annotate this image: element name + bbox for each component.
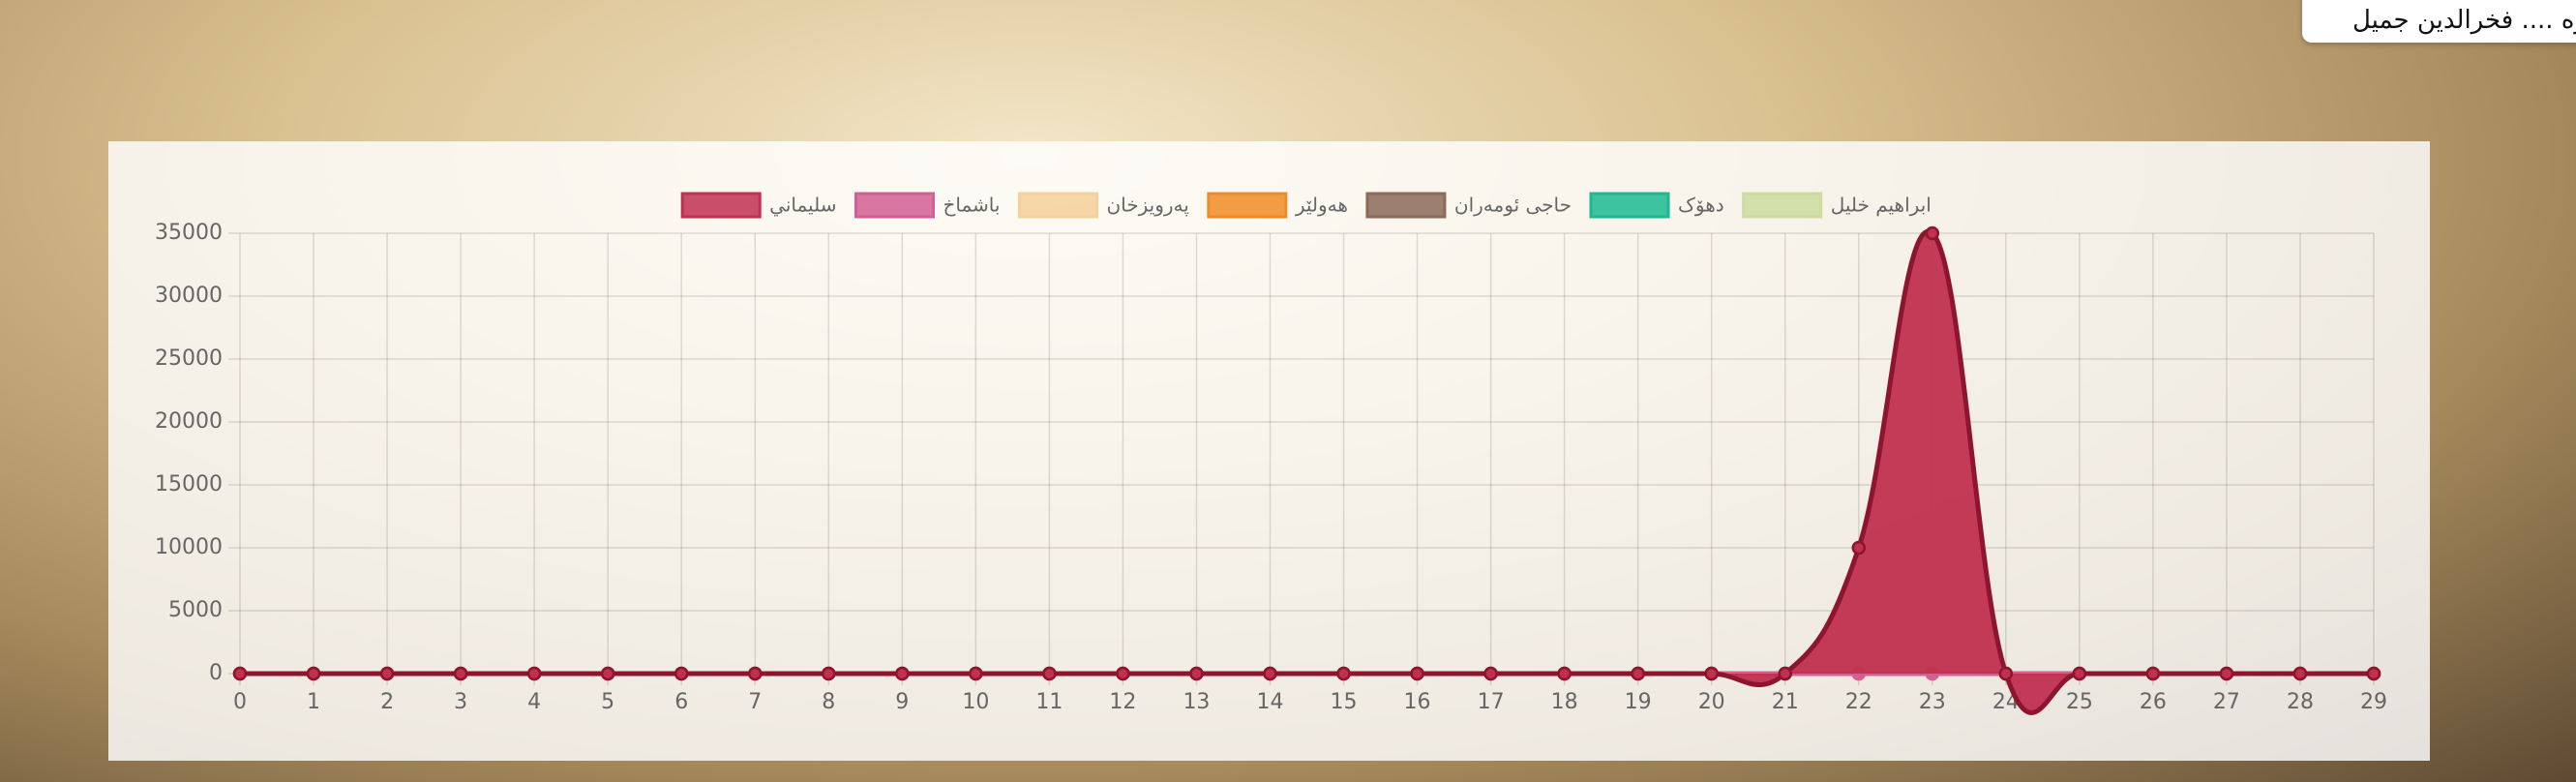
- point: [1704, 666, 1719, 681]
- point: [2072, 666, 2087, 681]
- x-tick-label: 11: [1035, 690, 1063, 714]
- legend-swatch: [1207, 192, 1288, 219]
- point: [232, 666, 248, 681]
- x-tick-label: 8: [822, 690, 835, 714]
- x-tick-label: 22: [1845, 690, 1872, 714]
- x-tick-label: 20: [1698, 690, 1725, 714]
- point: [1851, 540, 1867, 556]
- x-tick-label: 14: [1256, 690, 1283, 714]
- point: [2219, 666, 2234, 681]
- line: [240, 228, 2374, 715]
- x-tick-label: 27: [2213, 690, 2240, 714]
- point: [747, 666, 763, 681]
- x-tick-label: 0: [233, 690, 247, 714]
- x-tick-label: 23: [1919, 690, 1946, 714]
- point: [600, 666, 615, 681]
- point: [1263, 666, 1277, 681]
- point: [306, 666, 321, 681]
- x-tick-label: 5: [601, 690, 614, 714]
- point: [2292, 666, 2308, 681]
- legend-label: حاجی ئومەران: [1454, 194, 1572, 217]
- x-tick-label: 28: [2287, 690, 2314, 714]
- user-name: وه .... فخرالدين جميل: [2351, 6, 2576, 35]
- point: [1042, 666, 1057, 681]
- x-tick-label: 9: [895, 690, 909, 714]
- x-tick-label: 12: [1109, 690, 1136, 714]
- point: [1116, 666, 1130, 681]
- x-tick-label: 15: [1331, 690, 1358, 714]
- x-tick-label: 17: [1478, 690, 1505, 714]
- point: [674, 666, 689, 681]
- legend-label: باشماخ: [943, 194, 1000, 217]
- legend-swatch: [1589, 192, 1670, 219]
- y-tick-label: 10000: [155, 535, 223, 559]
- x-tick-label: 13: [1183, 690, 1210, 714]
- x-tick-label: 2: [380, 690, 394, 714]
- x-tick-label: 18: [1551, 690, 1578, 714]
- legend-label: ابراهيم خليل: [1831, 194, 1932, 217]
- point: [2366, 666, 2381, 681]
- point: [969, 666, 983, 681]
- point: [1631, 666, 1645, 681]
- y-tick-label: 30000: [155, 284, 223, 308]
- legend-label: پەرویزخان: [1106, 194, 1188, 218]
- legend-label: سليماني: [769, 194, 836, 218]
- y-tick-label: 25000: [155, 346, 223, 371]
- point: [1557, 666, 1572, 681]
- area: [240, 231, 2374, 713]
- legend-label: دهۆک: [1678, 194, 1724, 217]
- point: [895, 666, 910, 681]
- point: [453, 666, 468, 681]
- user-card[interactable]: وه .... فخرالدين جميل: [2302, 0, 2576, 43]
- legend-swatch: [680, 192, 762, 219]
- x-tick-label: 7: [748, 690, 762, 714]
- legend-swatch: [1017, 192, 1098, 219]
- legend-swatch: [1365, 192, 1447, 219]
- x-tick-label: 4: [527, 690, 541, 714]
- point: [1483, 666, 1498, 681]
- legend-swatch: [1742, 192, 1823, 219]
- x-tick-label: 19: [1625, 690, 1652, 714]
- point: [1336, 666, 1351, 681]
- legend-swatch: [854, 192, 935, 219]
- y-tick-label: 0: [209, 661, 223, 685]
- x-tick-label: 3: [454, 690, 467, 714]
- chart-panel: [108, 141, 2430, 761]
- y-tick-label: 5000: [168, 598, 223, 622]
- point: [822, 666, 836, 681]
- y-tick-label: 20000: [155, 409, 223, 434]
- x-tick-label: 25: [2066, 690, 2093, 714]
- x-tick-label: 6: [674, 690, 688, 714]
- point: [526, 666, 542, 681]
- x-tick-label: 29: [2360, 690, 2387, 714]
- point: [379, 666, 395, 681]
- x-tick-label: 21: [1772, 690, 1799, 714]
- point: [1778, 666, 1792, 681]
- point: [2145, 666, 2161, 681]
- point: [1998, 666, 2014, 681]
- y-tick-label: 35000: [155, 221, 223, 245]
- y-tick-label: 15000: [155, 472, 223, 496]
- point: [1925, 226, 1940, 241]
- point: [1189, 666, 1204, 681]
- x-tick-label: 16: [1404, 690, 1431, 714]
- legend-label: هەولێر: [1295, 194, 1348, 217]
- x-tick-label: 26: [2140, 690, 2167, 714]
- x-tick-label: 1: [307, 690, 320, 714]
- point: [1410, 666, 1424, 681]
- x-tick-label: 10: [962, 690, 989, 714]
